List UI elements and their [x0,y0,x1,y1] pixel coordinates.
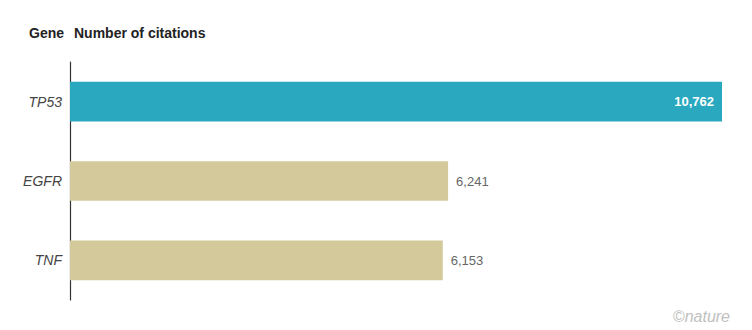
svg-text:Number of citations: Number of citations [74,25,206,41]
svg-text:TNF: TNF [35,252,64,268]
svg-text:6,241: 6,241 [456,174,489,189]
svg-text:©nature: ©nature [673,308,730,325]
svg-text:EGFR: EGFR [23,173,62,189]
svg-text:Gene: Gene [29,25,64,41]
svg-text:6,153: 6,153 [451,253,484,268]
svg-text:TP53: TP53 [29,94,63,110]
svg-text:10,762: 10,762 [674,94,714,109]
